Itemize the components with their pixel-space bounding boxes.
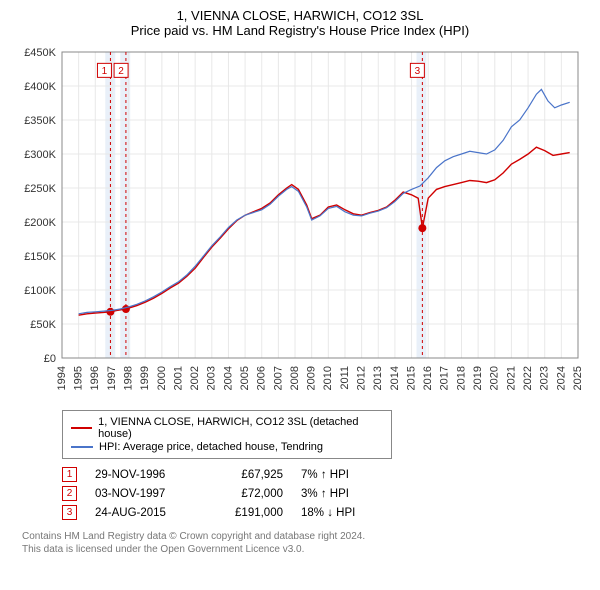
x-tick-label: 1996 (89, 366, 101, 390)
x-tick-label: 2000 (156, 366, 168, 390)
x-tick-label: 2021 (505, 366, 517, 390)
x-tick-label: 2015 (405, 366, 417, 390)
x-tick-label: 2009 (306, 366, 318, 390)
y-tick-label: £100K (24, 285, 56, 297)
sale-price: £67,925 (213, 469, 283, 481)
x-tick-label: 2006 (256, 366, 268, 390)
x-tick-label: 2003 (206, 366, 218, 390)
y-tick-label: £50K (30, 319, 56, 331)
sale-row: 1 29-NOV-1996 £67,925 7% ↑ HPI (62, 467, 590, 482)
legend-swatch (71, 427, 92, 429)
x-tick-label: 2023 (539, 366, 551, 390)
sale-row: 2 03-NOV-1997 £72,000 3% ↑ HPI (62, 486, 590, 501)
event-marker-label: 3 (415, 66, 421, 77)
x-tick-label: 2001 (172, 366, 184, 390)
x-tick-label: 1999 (139, 366, 151, 390)
legend-label: 1, VIENNA CLOSE, HARWICH, CO12 3SL (deta… (98, 416, 383, 440)
footer-line: This data is licensed under the Open Gov… (22, 543, 590, 556)
sale-price: £72,000 (213, 488, 283, 500)
x-tick-label: 2022 (522, 366, 534, 390)
sale-dot (418, 224, 426, 232)
event-marker-label: 1 (102, 66, 108, 77)
chart-container: { "title": "1, VIENNA CLOSE, HARWICH, CO… (0, 0, 600, 590)
legend-label: HPI: Average price, detached house, Tend… (99, 441, 323, 453)
sale-dot (122, 305, 130, 313)
sale-date: 03-NOV-1997 (95, 488, 195, 500)
y-tick-label: £0 (44, 353, 56, 365)
x-tick-label: 1994 (56, 366, 68, 390)
sale-marker: 1 (62, 467, 77, 482)
x-tick-label: 2017 (439, 366, 451, 390)
x-tick-label: 2010 (322, 366, 334, 390)
sale-marker: 3 (62, 505, 77, 520)
y-tick-label: £250K (24, 183, 56, 195)
chart-subtitle: Price paid vs. HM Land Registry's House … (10, 23, 590, 38)
x-tick-label: 2007 (272, 366, 284, 390)
x-tick-label: 2019 (472, 366, 484, 390)
x-tick-label: 2004 (222, 366, 234, 390)
x-tick-label: 2008 (289, 366, 301, 390)
x-tick-label: 2002 (189, 366, 201, 390)
legend-item: 1, VIENNA CLOSE, HARWICH, CO12 3SL (deta… (71, 416, 383, 440)
y-tick-label: £200K (24, 217, 56, 229)
x-tick-label: 1998 (122, 366, 134, 390)
line-chart: £0 £50K £100K £150K £200K £250K £300K £350K £400… (10, 44, 590, 404)
sale-marker: 2 (62, 486, 77, 501)
x-tick-label: 2011 (339, 366, 351, 390)
x-tick-label: 2018 (455, 366, 467, 390)
x-tick-label: 2020 (489, 366, 501, 390)
legend-item: HPI: Average price, detached house, Tend… (71, 441, 383, 453)
legend: 1, VIENNA CLOSE, HARWICH, CO12 3SL (deta… (62, 410, 392, 459)
sale-date: 24-AUG-2015 (95, 507, 195, 519)
x-tick-label: 2025 (572, 366, 584, 390)
x-tick-label: 2005 (239, 366, 251, 390)
x-tick-label: 2016 (422, 366, 434, 390)
x-tick-label: 2014 (389, 366, 401, 390)
attribution-footer: Contains HM Land Registry data © Crown c… (22, 530, 590, 556)
sale-delta: 3% ↑ HPI (301, 488, 381, 500)
chart-title: 1, VIENNA CLOSE, HARWICH, CO12 3SL (10, 8, 590, 23)
sale-date: 29-NOV-1996 (95, 469, 195, 481)
footer-line: Contains HM Land Registry data © Crown c… (22, 530, 590, 543)
sale-delta: 7% ↑ HPI (301, 469, 381, 481)
x-tick-label: 1997 (106, 366, 118, 390)
y-tick-label: £400K (24, 81, 56, 93)
sale-price: £191,000 (213, 507, 283, 519)
x-tick-label: 2013 (372, 366, 384, 390)
sale-row: 3 24-AUG-2015 £191,000 18% ↓ HPI (62, 505, 590, 520)
x-tick-label: 2024 (555, 366, 567, 390)
y-tick-label: £350K (24, 115, 56, 127)
y-tick-label: £450K (24, 47, 56, 59)
x-tick-label: 2012 (356, 366, 368, 390)
legend-swatch (71, 446, 93, 448)
y-tick-label: £150K (24, 251, 56, 263)
event-marker-label: 2 (118, 66, 124, 77)
sales-table: 1 29-NOV-1996 £67,925 7% ↑ HPI 2 03-NOV-1997 £… (62, 467, 590, 520)
sale-dot (106, 308, 114, 316)
x-tick-label: 1995 (73, 366, 85, 390)
chart-svg: £0 £50K £100K £150K £200K £250K £300K £350K £400… (10, 44, 590, 404)
y-tick-label: £300K (24, 149, 56, 161)
sale-delta: 18% ↓ HPI (301, 507, 381, 519)
